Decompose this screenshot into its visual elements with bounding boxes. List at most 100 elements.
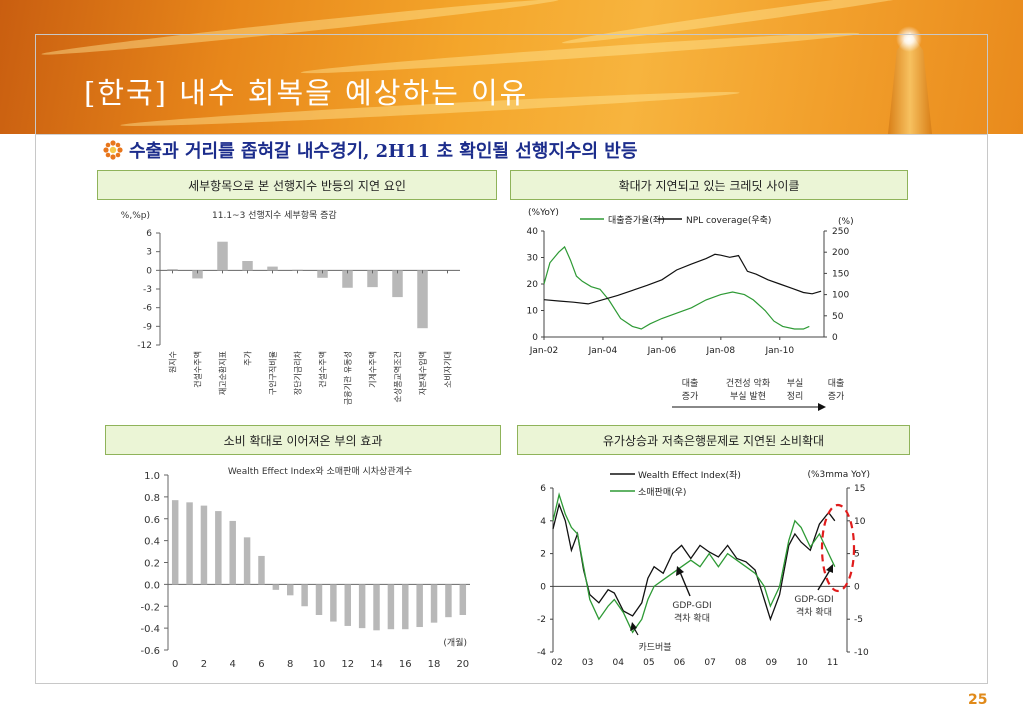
cycle-stage-label: 건전성 악화 부실 발현 — [726, 377, 770, 402]
chart3-x-tick-label: 4 — [230, 659, 236, 670]
chart2-legend-label: 대출증가율(좌) — [608, 215, 665, 226]
chart3-y-tick-label: 0.4 — [144, 537, 160, 548]
wealth-effect-retail-sales-chart: (%3mma YoY) 6 4 2 0 -2 -4 15 10 5 0 -5 -10 02 03 04 05 06… — [537, 470, 870, 668]
chart1-bar — [267, 266, 278, 271]
chart4-annotation-card-bubble: 카드버블 — [638, 642, 671, 653]
slide-frame — [35, 34, 988, 684]
chart1-y-tick-label: -9 — [143, 322, 152, 332]
chart3-bar — [272, 584, 280, 590]
chart4-left-tick-label: -2 — [537, 615, 546, 625]
page-number: 25 — [968, 692, 988, 708]
chart2-x-tick-label: Jan-10 — [765, 346, 795, 356]
chart4-annotation-arrow-1 — [679, 571, 691, 597]
chart4-x-tick-label: 05 — [643, 658, 654, 668]
chart3-bar — [445, 584, 452, 618]
panel-header-bottom-right: 유가상승과 저축은행문제로 지연된 소비확대 — [517, 425, 910, 455]
chart3-y-tick-label: 1.0 — [144, 471, 160, 482]
chart3-y-tick-label: 0.8 — [144, 493, 160, 504]
chart2-x-tick-label: Jan-06 — [647, 346, 677, 356]
chart3-y-tick-label: -0.4 — [140, 624, 160, 635]
chart1-category-label: 주가 — [244, 350, 253, 365]
chart3-bar — [229, 520, 236, 585]
chart2-left-unit: (%YoY) — [528, 208, 559, 218]
chart1-bar — [367, 270, 378, 288]
panel-header-top-left: 세부항목으로 본 선행지수 반등의 지연 요인 — [97, 170, 497, 200]
chart1-bar — [167, 269, 178, 271]
chart2-legend-label: NPL coverage(우축) — [686, 215, 771, 226]
chart4-annotation-arrow-2 — [817, 569, 831, 591]
chart1-category-label: 금융기관 유동성 — [343, 351, 353, 405]
chart1-category-label: 장단기금리차 — [293, 350, 303, 395]
chart4-left-tick-label: 4 — [540, 517, 546, 527]
chart4-right-tick-label: 10 — [854, 517, 866, 527]
divider — [35, 134, 988, 135]
chart3-bar — [459, 584, 467, 615]
chart2-right-tick-label: 150 — [832, 269, 849, 279]
chart2-right-tick-label: 200 — [832, 248, 849, 258]
chart3-bar — [416, 584, 423, 628]
subtitle-row: 수출과 거리를 좁혀갈 내수경기, 2H11 초 확인될 선행지수의 반등 — [103, 137, 637, 163]
chart4-right-tick-label: 5 — [854, 550, 860, 560]
chart3-x-tick-label: 16 — [399, 659, 412, 670]
chart4-x-tick-label: 03 — [582, 658, 593, 668]
chart1-bar — [192, 270, 203, 279]
chart2-left-tick-label: 40 — [527, 227, 539, 237]
chart1-bar — [342, 270, 353, 288]
wealth-effect-correlation-chart: Wealth Effect Index와 소매판매 시차상관계수 1.0 0.8 0.… — [140, 465, 470, 670]
chart4-annotation-arrowhead-3 — [630, 622, 637, 631]
chart4-left-tick-label: -4 — [537, 648, 546, 658]
chart1-bar — [217, 241, 228, 271]
chart3-bar — [186, 502, 193, 585]
chart4-right-tick-label: 0 — [854, 582, 860, 592]
chart3-bar — [171, 500, 179, 585]
chart3-x-tick-label: 10 — [313, 659, 326, 670]
chart2-npl-coverage-line — [543, 253, 822, 305]
cycle-arrow-head — [818, 403, 826, 411]
chart3-x-tick-label: 8 — [287, 659, 293, 670]
chart4-annotation-gdp-gdi-1: GDP-GDI 격차 확대 — [672, 601, 711, 624]
chart3-bar — [402, 584, 409, 630]
chart2-x-tick-label: Jan-08 — [706, 346, 736, 356]
cycle-stage-label: 대출 증가 — [828, 378, 845, 402]
chart4-annotation-arrow-3 — [633, 627, 639, 636]
leading-index-components-chart: (%,%p) 11.1~3 선행지수 세부항목 증감 6 3 0 -3 -6 -9 -12 원지수… — [120, 209, 460, 405]
chart2-left-tick-label: 0 — [532, 333, 538, 343]
chart4-right-unit: (%3mma YoY) — [807, 470, 870, 480]
chart2-x-tick-label: Jan-02 — [529, 346, 559, 356]
chart3-bar — [200, 505, 208, 585]
panel-header-bottom-left: 소비 확대로 이어져온 부의 효과 — [105, 425, 501, 455]
chart3-title: Wealth Effect Index와 소매판매 시차상관계수 — [228, 465, 412, 477]
chart2-loan-growth-line — [543, 245, 810, 330]
chart3-x-tick-label: 2 — [201, 659, 207, 670]
chart4-left-tick-label: 0 — [540, 582, 546, 592]
chart3-bar — [215, 511, 222, 585]
chart1-category-label: 구인구직비율 — [268, 351, 278, 395]
chart1-y-tick-label: 3 — [146, 248, 152, 258]
chart4-left-tick-label: 6 — [540, 484, 546, 494]
chart4-x-tick-label: 02 — [551, 658, 562, 668]
chart4-highlight-ellipse — [820, 503, 856, 593]
chart4-right-tick-label: -5 — [854, 615, 863, 625]
title-banner: [한국] 내수 회복을 예상하는 이유 — [0, 0, 1023, 134]
chart1-y-tick-label: -12 — [137, 341, 152, 351]
chart3-unit-label: (개월) — [443, 636, 467, 648]
chart3-x-tick-label: 18 — [428, 659, 441, 670]
chart4-annotation-arrowhead-2 — [826, 564, 833, 573]
chart1-y-tick-label: -6 — [143, 304, 152, 314]
chart4-x-tick-label: 08 — [735, 658, 747, 668]
chart4-x-tick-label: 06 — [674, 658, 686, 668]
chart1-y-tick-label: -3 — [143, 285, 152, 295]
chart3-bar — [258, 555, 265, 585]
chart3-bar — [358, 584, 366, 629]
chart1-bar — [292, 269, 303, 271]
chart3-y-tick-label: 0.0 — [144, 580, 160, 591]
chart1-unit-label: (%,%p) — [120, 211, 150, 221]
chart2-left-tick-label: 20 — [527, 280, 539, 290]
chart3-bar — [387, 584, 395, 630]
chart4-x-tick-label: 11 — [827, 658, 838, 668]
chart4-legend-label: 소매판매(우) — [638, 487, 686, 498]
chart1-bar — [317, 270, 328, 278]
chart4-x-tick-label: 07 — [704, 658, 715, 668]
chart1-bar — [392, 270, 403, 298]
